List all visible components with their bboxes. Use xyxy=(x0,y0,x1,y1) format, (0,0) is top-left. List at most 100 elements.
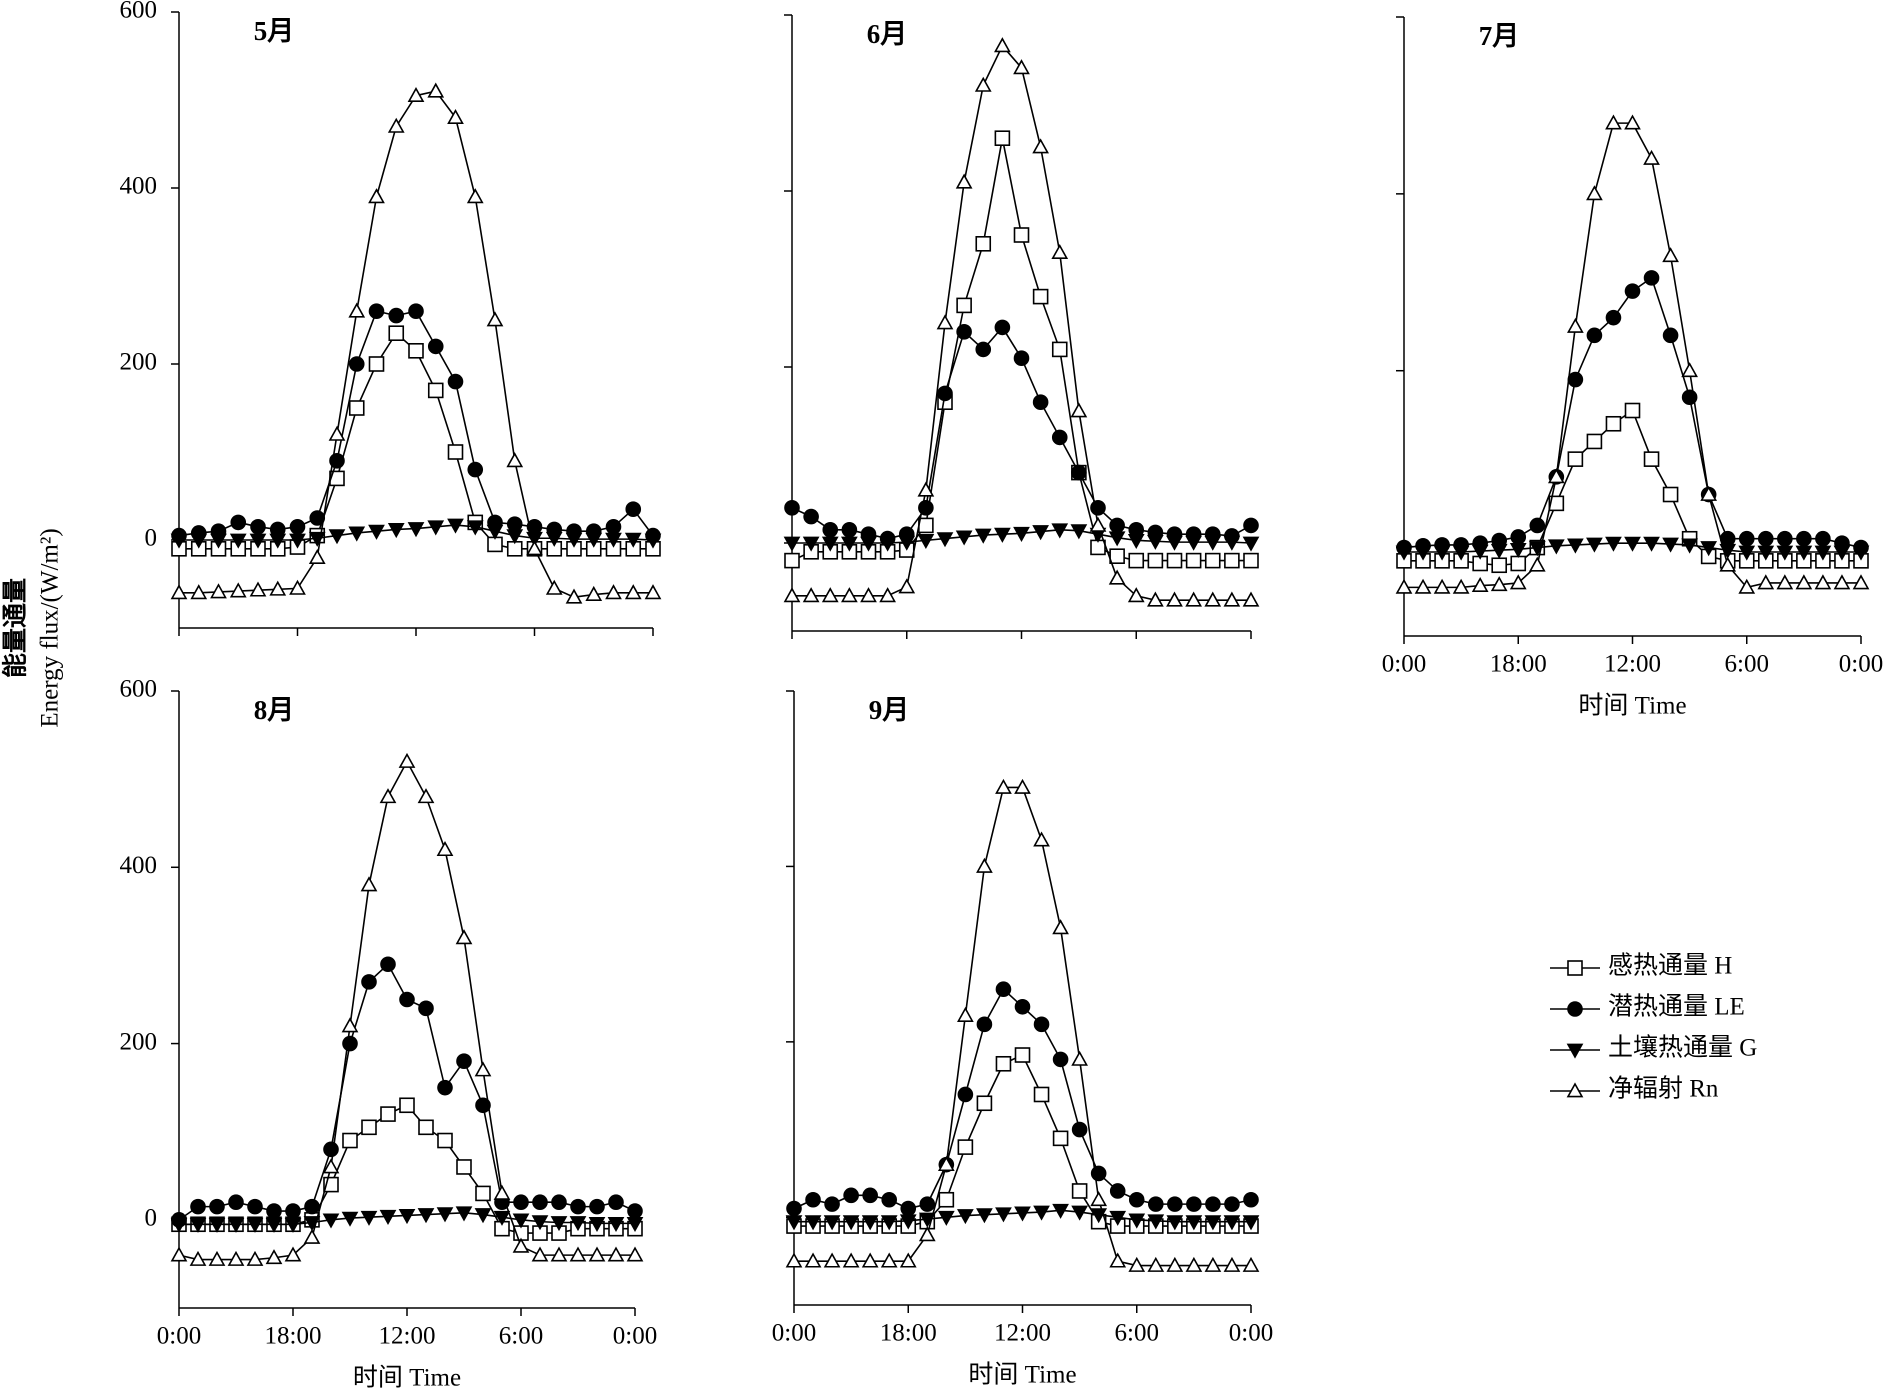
marker xyxy=(1738,530,1755,547)
marker xyxy=(861,1215,879,1231)
marker xyxy=(210,533,227,549)
marker xyxy=(1166,591,1183,607)
marker xyxy=(1224,1196,1240,1212)
marker xyxy=(1033,1016,1050,1033)
marker xyxy=(368,524,385,540)
marker xyxy=(607,1246,625,1262)
marker xyxy=(995,981,1012,998)
marker xyxy=(447,518,464,534)
marker xyxy=(976,1016,993,1033)
marker xyxy=(1051,429,1068,446)
marker xyxy=(994,130,1011,146)
marker xyxy=(644,584,662,600)
marker xyxy=(380,956,396,973)
legend-marker xyxy=(1567,1001,1583,1017)
marker xyxy=(937,385,953,402)
marker xyxy=(919,1196,936,1212)
marker xyxy=(1242,536,1260,552)
marker xyxy=(1491,557,1508,574)
marker xyxy=(1490,576,1508,592)
marker xyxy=(823,1252,841,1268)
marker xyxy=(246,1217,264,1233)
marker xyxy=(1185,1256,1203,1272)
marker xyxy=(228,1194,244,1211)
marker xyxy=(1147,1196,1164,1212)
marker xyxy=(456,1159,472,1175)
marker xyxy=(1242,1256,1260,1272)
marker xyxy=(1586,185,1603,201)
marker xyxy=(189,1250,207,1266)
marker xyxy=(1032,394,1049,411)
marker xyxy=(1662,247,1679,263)
marker xyxy=(170,1217,188,1233)
marker xyxy=(1109,517,1125,534)
marker xyxy=(447,373,464,390)
marker xyxy=(1681,538,1698,554)
marker xyxy=(246,1250,264,1266)
marker xyxy=(387,117,405,133)
x-tick-label: 12:00 xyxy=(1604,651,1661,678)
marker xyxy=(1738,578,1756,594)
marker xyxy=(408,342,424,359)
marker xyxy=(379,788,397,804)
marker xyxy=(208,1250,226,1266)
marker xyxy=(1700,485,1718,501)
marker xyxy=(917,533,935,550)
marker xyxy=(1624,283,1641,299)
marker xyxy=(513,1194,529,1211)
marker xyxy=(841,521,858,538)
y-tick-label: 600 xyxy=(120,0,158,24)
marker xyxy=(388,325,405,342)
x-tick-label: 0:00 xyxy=(1839,651,1883,678)
marker xyxy=(455,1206,473,1222)
marker xyxy=(1108,569,1126,585)
marker xyxy=(860,536,877,552)
marker xyxy=(227,1217,245,1233)
marker xyxy=(974,76,992,92)
marker xyxy=(289,579,306,595)
marker xyxy=(880,1215,898,1231)
y-axis-label-en: Energy flux/(W/m²) xyxy=(37,528,64,727)
marker xyxy=(303,1228,321,1244)
marker xyxy=(956,297,972,314)
marker xyxy=(976,1095,993,1112)
marker xyxy=(918,517,934,534)
marker xyxy=(407,86,425,102)
marker xyxy=(1510,529,1527,545)
marker xyxy=(937,1156,955,1172)
marker xyxy=(475,1097,491,1114)
marker xyxy=(1852,574,1870,590)
marker xyxy=(605,584,622,600)
marker xyxy=(1071,1205,1088,1221)
marker xyxy=(427,382,444,399)
legend-label: 土壤热通量 G xyxy=(1608,1034,1757,1062)
marker xyxy=(802,587,820,603)
marker xyxy=(447,444,464,460)
marker xyxy=(380,1106,396,1122)
marker xyxy=(545,531,563,547)
marker xyxy=(1051,341,1068,358)
marker xyxy=(1510,555,1527,572)
marker xyxy=(879,587,896,603)
marker xyxy=(230,514,247,531)
series-line xyxy=(791,138,1251,562)
marker xyxy=(1662,327,1679,344)
marker xyxy=(342,1035,358,1052)
series-line xyxy=(794,1053,1251,1227)
panel-title: 9月 xyxy=(869,695,910,725)
marker xyxy=(1204,1215,1222,1231)
marker xyxy=(308,548,326,565)
legend-label: 潜热通量 LE xyxy=(1608,993,1745,1021)
marker xyxy=(545,579,563,595)
x-tick-label: 12:00 xyxy=(379,1323,436,1350)
marker xyxy=(550,1216,568,1232)
marker xyxy=(1567,538,1584,554)
marker xyxy=(170,1246,188,1262)
marker xyxy=(625,501,642,518)
marker xyxy=(1070,402,1088,418)
marker xyxy=(1032,138,1049,154)
marker xyxy=(208,1217,226,1233)
marker xyxy=(1796,530,1812,547)
marker xyxy=(995,1207,1012,1223)
marker xyxy=(265,1217,283,1233)
